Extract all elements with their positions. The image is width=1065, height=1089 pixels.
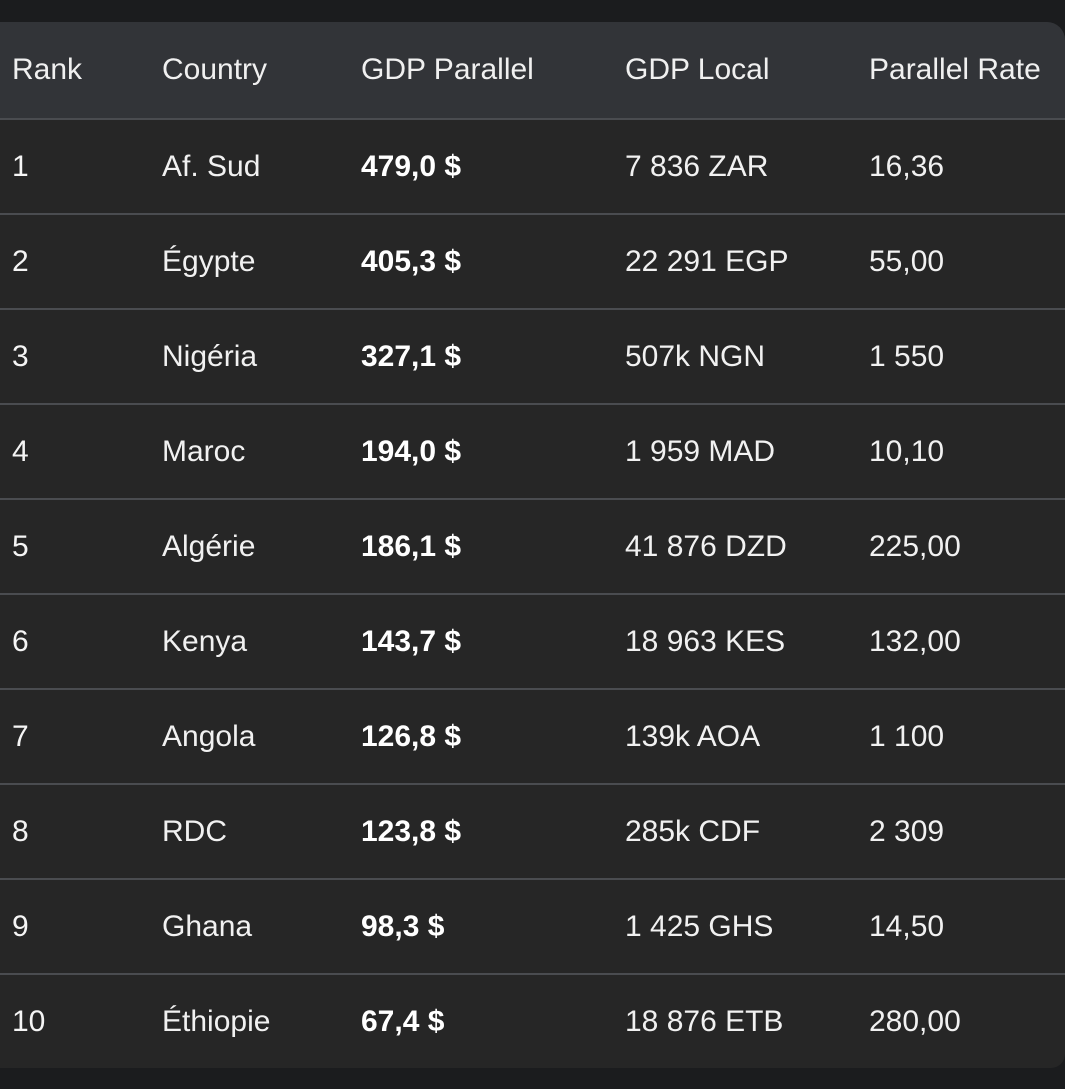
- header-parallel-rate[interactable]: Parallel Rate: [869, 53, 1041, 86]
- parallel-rate-cell: 2 309: [869, 814, 945, 848]
- gdp-table-body: Rank Country GDP Parallel GDP Local Para…: [0, 22, 1065, 1068]
- table-row: 4 Maroc 194,0 $ 1 959 MAD 10,10: [0, 403, 1065, 498]
- parallel-rate-cell: 55,00: [869, 244, 945, 278]
- country-cell: Ghana: [162, 909, 253, 943]
- header-gdp-parallel[interactable]: GDP Parallel: [361, 53, 534, 86]
- rank-cell: 10: [12, 1004, 46, 1038]
- country-cell: Nigéria: [162, 339, 258, 373]
- rank-cell: 5: [12, 529, 29, 563]
- parallel-rate-cell: 1 550: [869, 339, 945, 373]
- table-row: 8 RDC 123,8 $ 285k CDF 2 309: [0, 783, 1065, 878]
- table-row: 10 Éthiopie 67,4 $ 18 876 ETB 280,00: [0, 973, 1065, 1068]
- parallel-rate-cell: 1 100: [869, 719, 945, 753]
- table-row: 1 Af. Sud 479,0 $ 7 836 ZAR 16,36: [0, 118, 1065, 213]
- table-row: 3 Nigéria 327,1 $ 507k NGN 1 550: [0, 308, 1065, 403]
- parallel-rate-cell: 14,50: [869, 909, 945, 943]
- gdp-parallel-cell: 405,3 $: [361, 244, 462, 278]
- gdp-local-cell: 507k NGN: [625, 339, 766, 373]
- table-row: 9 Ghana 98,3 $ 1 425 GHS 14,50: [0, 878, 1065, 973]
- table-row: 6 Kenya 143,7 $ 18 963 KES 132,00: [0, 593, 1065, 688]
- gdp-parallel-cell: 98,3 $: [361, 909, 445, 943]
- rank-cell: 4: [12, 434, 29, 468]
- gdp-local-cell: 1 425 GHS: [625, 909, 774, 943]
- gdp-parallel-cell: 67,4 $: [361, 1004, 445, 1038]
- gdp-local-cell: 18 876 ETB: [625, 1004, 784, 1038]
- rank-cell: 7: [12, 719, 29, 753]
- rank-cell: 2: [12, 244, 29, 278]
- table-row: 2 Égypte 405,3 $ 22 291 EGP 55,00: [0, 213, 1065, 308]
- parallel-rate-cell: 225,00: [869, 529, 961, 563]
- country-cell: Égypte: [162, 244, 256, 278]
- gdp-parallel-cell: 327,1 $: [361, 339, 462, 373]
- rank-cell: 1: [12, 149, 29, 183]
- country-cell: RDC: [162, 814, 227, 848]
- gdp-parallel-cell: 143,7 $: [361, 624, 462, 658]
- header-gdp-local[interactable]: GDP Local: [625, 53, 770, 86]
- country-cell: Af. Sud: [162, 149, 261, 183]
- gdp-table: Rank Country GDP Parallel GDP Local Para…: [0, 22, 1065, 1068]
- header-rank[interactable]: Rank: [12, 53, 83, 86]
- country-cell: Kenya: [162, 624, 248, 658]
- gdp-local-cell: 41 876 DZD: [625, 529, 787, 563]
- header-country[interactable]: Country: [162, 53, 268, 86]
- table-header-row: Rank Country GDP Parallel GDP Local Para…: [0, 22, 1065, 118]
- rank-cell: 8: [12, 814, 29, 848]
- gdp-local-cell: 285k CDF: [625, 814, 761, 848]
- gdp-local-cell: 7 836 ZAR: [625, 149, 769, 183]
- gdp-local-cell: 139k AOA: [625, 719, 761, 753]
- gdp-local-cell: 1 959 MAD: [625, 434, 776, 468]
- table-row: 5 Algérie 186,1 $ 41 876 DZD 225,00: [0, 498, 1065, 593]
- gdp-parallel-cell: 194,0 $: [361, 434, 462, 468]
- rank-cell: 9: [12, 909, 29, 943]
- country-cell: Éthiopie: [162, 1004, 271, 1038]
- parallel-rate-cell: 132,00: [869, 624, 961, 658]
- country-cell: Maroc: [162, 434, 246, 468]
- country-cell: Algérie: [162, 529, 256, 563]
- rank-cell: 6: [12, 624, 29, 658]
- table-row: 7 Angola 126,8 $ 139k AOA 1 100: [0, 688, 1065, 783]
- gdp-parallel-cell: 126,8 $: [361, 719, 462, 753]
- gdp-parallel-cell: 479,0 $: [361, 149, 462, 183]
- parallel-rate-cell: 16,36: [869, 149, 945, 183]
- parallel-rate-cell: 10,10: [869, 434, 945, 468]
- country-cell: Angola: [162, 719, 256, 753]
- gdp-parallel-cell: 123,8 $: [361, 814, 462, 848]
- gdp-local-cell: 18 963 KES: [625, 624, 786, 658]
- gdp-parallel-cell: 186,1 $: [361, 529, 462, 563]
- rank-cell: 3: [12, 339, 29, 373]
- parallel-rate-cell: 280,00: [869, 1004, 961, 1038]
- gdp-local-cell: 22 291 EGP: [625, 244, 789, 278]
